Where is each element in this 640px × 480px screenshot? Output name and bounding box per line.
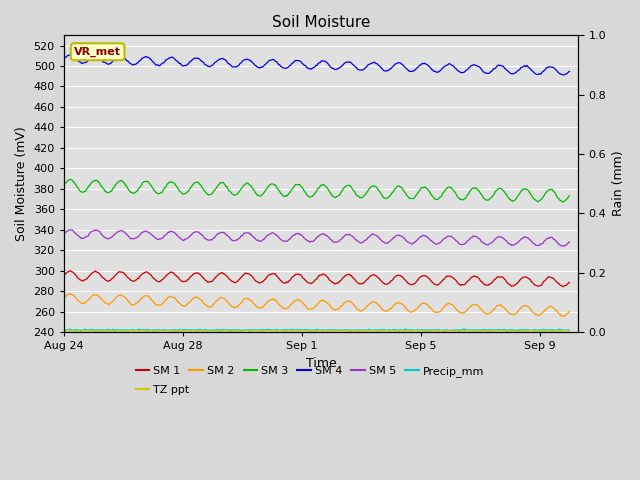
Y-axis label: Soil Moisture (mV): Soil Moisture (mV) bbox=[15, 126, 28, 241]
Title: Soil Moisture: Soil Moisture bbox=[272, 15, 371, 30]
Legend: TZ ppt: TZ ppt bbox=[131, 380, 194, 399]
Y-axis label: Rain (mm): Rain (mm) bbox=[612, 151, 625, 216]
X-axis label: Time: Time bbox=[306, 357, 337, 370]
Text: VR_met: VR_met bbox=[74, 47, 121, 57]
